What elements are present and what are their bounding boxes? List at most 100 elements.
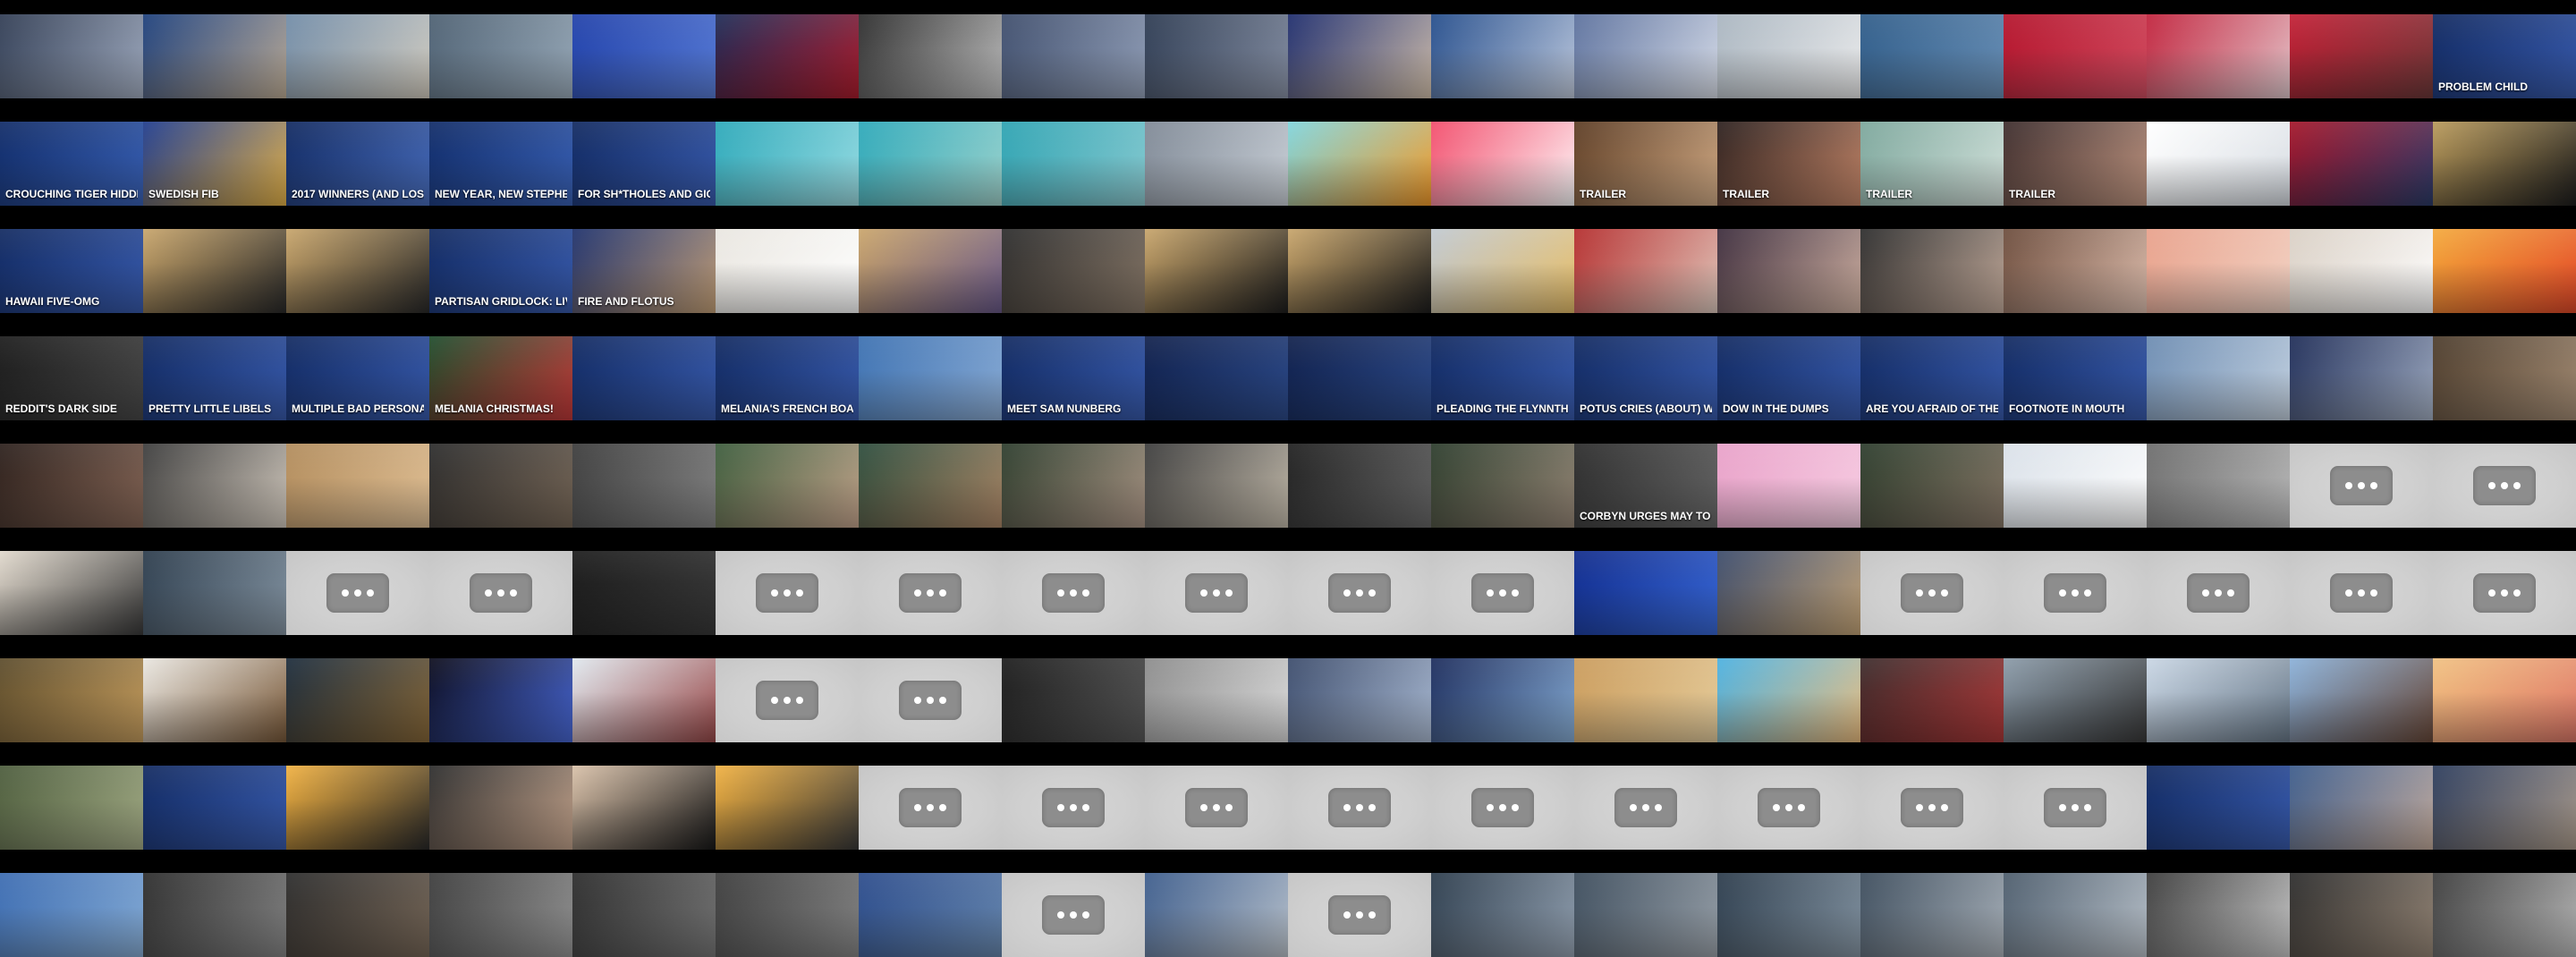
- video-thumbnail[interactable]: [2433, 658, 2576, 742]
- more-horizontal-icon[interactable]: [2187, 573, 2250, 613]
- video-thumbnail[interactable]: [1431, 229, 1574, 313]
- video-thumbnail[interactable]: [1145, 444, 1288, 528]
- video-thumbnail[interactable]: [2004, 444, 2147, 528]
- video-thumbnail[interactable]: [1288, 229, 1431, 313]
- video-thumbnail[interactable]: POTUS CRIES (ABOUT) WOLFF: [1574, 336, 1717, 420]
- more-horizontal-icon[interactable]: [1185, 573, 1248, 613]
- video-thumbnail[interactable]: FOR SH*THOLES AND GIGGLES: [572, 122, 716, 206]
- video-thumbnail[interactable]: [1717, 14, 1860, 98]
- video-thumbnail[interactable]: ARE YOU AFRAID OF THE DOJ?: [1860, 336, 2004, 420]
- video-thumbnail[interactable]: PLEADING THE FLYNNTH: [1431, 336, 1574, 420]
- video-thumbnail[interactable]: [1717, 551, 1860, 635]
- video-thumbnail[interactable]: [286, 444, 429, 528]
- more-horizontal-icon[interactable]: [899, 573, 962, 613]
- video-thumbnail[interactable]: [2147, 336, 2290, 420]
- video-thumbnail[interactable]: [572, 336, 716, 420]
- video-thumbnail[interactable]: [2433, 229, 2576, 313]
- video-thumbnail[interactable]: [859, 14, 1002, 98]
- video-thumbnail[interactable]: [429, 873, 572, 957]
- placeholder-tile[interactable]: [1717, 766, 1860, 850]
- placeholder-tile[interactable]: [1860, 766, 2004, 850]
- video-thumbnail[interactable]: TRAILER: [1717, 122, 1860, 206]
- video-thumbnail[interactable]: [1145, 336, 1288, 420]
- more-horizontal-icon[interactable]: [470, 573, 532, 613]
- video-thumbnail[interactable]: [1860, 658, 2004, 742]
- placeholder-tile[interactable]: [2290, 444, 2433, 528]
- video-thumbnail[interactable]: [716, 766, 859, 850]
- more-horizontal-icon[interactable]: [899, 681, 962, 720]
- video-thumbnail[interactable]: [0, 14, 143, 98]
- video-thumbnail[interactable]: [0, 766, 143, 850]
- video-thumbnail[interactable]: [572, 873, 716, 957]
- video-thumbnail[interactable]: [1288, 444, 1431, 528]
- video-thumbnail[interactable]: REDDIT'S DARK SIDE: [0, 336, 143, 420]
- video-thumbnail[interactable]: [286, 658, 429, 742]
- more-horizontal-icon[interactable]: [1328, 573, 1391, 613]
- video-thumbnail[interactable]: [2147, 658, 2290, 742]
- video-thumbnail[interactable]: [429, 444, 572, 528]
- video-thumbnail[interactable]: [572, 658, 716, 742]
- video-thumbnail[interactable]: [2147, 873, 2290, 957]
- video-thumbnail[interactable]: [0, 444, 143, 528]
- video-thumbnail[interactable]: [1717, 229, 1860, 313]
- video-thumbnail[interactable]: [1002, 122, 1145, 206]
- video-thumbnail[interactable]: CROUCHING TIGER HIDDEN TWEETERS: [0, 122, 143, 206]
- video-thumbnail[interactable]: [859, 229, 1002, 313]
- video-thumbnail[interactable]: HAWAII FIVE-OMG: [0, 229, 143, 313]
- video-thumbnail[interactable]: [1002, 229, 1145, 313]
- video-thumbnail[interactable]: [2290, 658, 2433, 742]
- video-thumbnail[interactable]: FOOTNOTE IN MOUTH: [2004, 336, 2147, 420]
- video-thumbnail[interactable]: [286, 766, 429, 850]
- video-thumbnail[interactable]: [2004, 14, 2147, 98]
- placeholder-tile[interactable]: [429, 551, 572, 635]
- video-thumbnail[interactable]: [1717, 873, 1860, 957]
- video-thumbnail[interactable]: [143, 14, 286, 98]
- video-thumbnail[interactable]: [2147, 122, 2290, 206]
- video-thumbnail[interactable]: [2147, 229, 2290, 313]
- more-horizontal-icon[interactable]: [1471, 573, 1534, 613]
- video-thumbnail[interactable]: CORBYN URGES MAY TO STEP ASIDE: [1574, 444, 1717, 528]
- video-thumbnail[interactable]: [2290, 336, 2433, 420]
- video-thumbnail[interactable]: [2433, 122, 2576, 206]
- video-thumbnail[interactable]: [1860, 444, 2004, 528]
- placeholder-tile[interactable]: [1288, 766, 1431, 850]
- video-thumbnail[interactable]: MELANIA'S FRENCH BOAST: [716, 336, 859, 420]
- more-horizontal-icon[interactable]: [1042, 788, 1105, 827]
- video-thumbnail[interactable]: 2017 WINNERS (AND LOSERS): [286, 122, 429, 206]
- video-thumbnail[interactable]: MULTIPLE BAD PERSONALITIES DISORDER: [286, 336, 429, 420]
- video-thumbnail[interactable]: [2147, 444, 2290, 528]
- video-thumbnail[interactable]: [286, 873, 429, 957]
- video-thumbnail[interactable]: [143, 444, 286, 528]
- video-thumbnail[interactable]: [143, 229, 286, 313]
- more-horizontal-icon[interactable]: [326, 573, 389, 613]
- video-thumbnail[interactable]: [2433, 336, 2576, 420]
- video-thumbnail[interactable]: SWEDISH FIB: [143, 122, 286, 206]
- video-thumbnail[interactable]: [2004, 229, 2147, 313]
- video-thumbnail[interactable]: [1288, 122, 1431, 206]
- video-thumbnail[interactable]: [2147, 14, 2290, 98]
- more-horizontal-icon[interactable]: [1042, 895, 1105, 935]
- video-thumbnail[interactable]: TRAILER: [1574, 122, 1717, 206]
- more-horizontal-icon[interactable]: [756, 681, 818, 720]
- video-thumbnail[interactable]: DOW IN THE DUMPS: [1717, 336, 1860, 420]
- video-thumbnail[interactable]: [859, 873, 1002, 957]
- more-horizontal-icon[interactable]: [2044, 788, 2106, 827]
- placeholder-tile[interactable]: [2290, 551, 2433, 635]
- more-horizontal-icon[interactable]: [1042, 573, 1105, 613]
- video-thumbnail[interactable]: [716, 229, 859, 313]
- video-thumbnail[interactable]: [1574, 14, 1717, 98]
- placeholder-tile[interactable]: [859, 551, 1002, 635]
- more-horizontal-icon[interactable]: [1185, 788, 1248, 827]
- placeholder-tile[interactable]: [2147, 551, 2290, 635]
- more-horizontal-icon[interactable]: [2044, 573, 2106, 613]
- placeholder-tile[interactable]: [2004, 766, 2147, 850]
- video-thumbnail[interactable]: [572, 14, 716, 98]
- video-thumbnail[interactable]: [0, 873, 143, 957]
- placeholder-tile[interactable]: [859, 766, 1002, 850]
- more-horizontal-icon[interactable]: [1901, 788, 1963, 827]
- video-thumbnail[interactable]: [1145, 14, 1288, 98]
- video-thumbnail[interactable]: [143, 766, 286, 850]
- video-thumbnail[interactable]: [1002, 14, 1145, 98]
- video-thumbnail[interactable]: PROBLEM CHILD: [2433, 14, 2576, 98]
- video-thumbnail[interactable]: [0, 658, 143, 742]
